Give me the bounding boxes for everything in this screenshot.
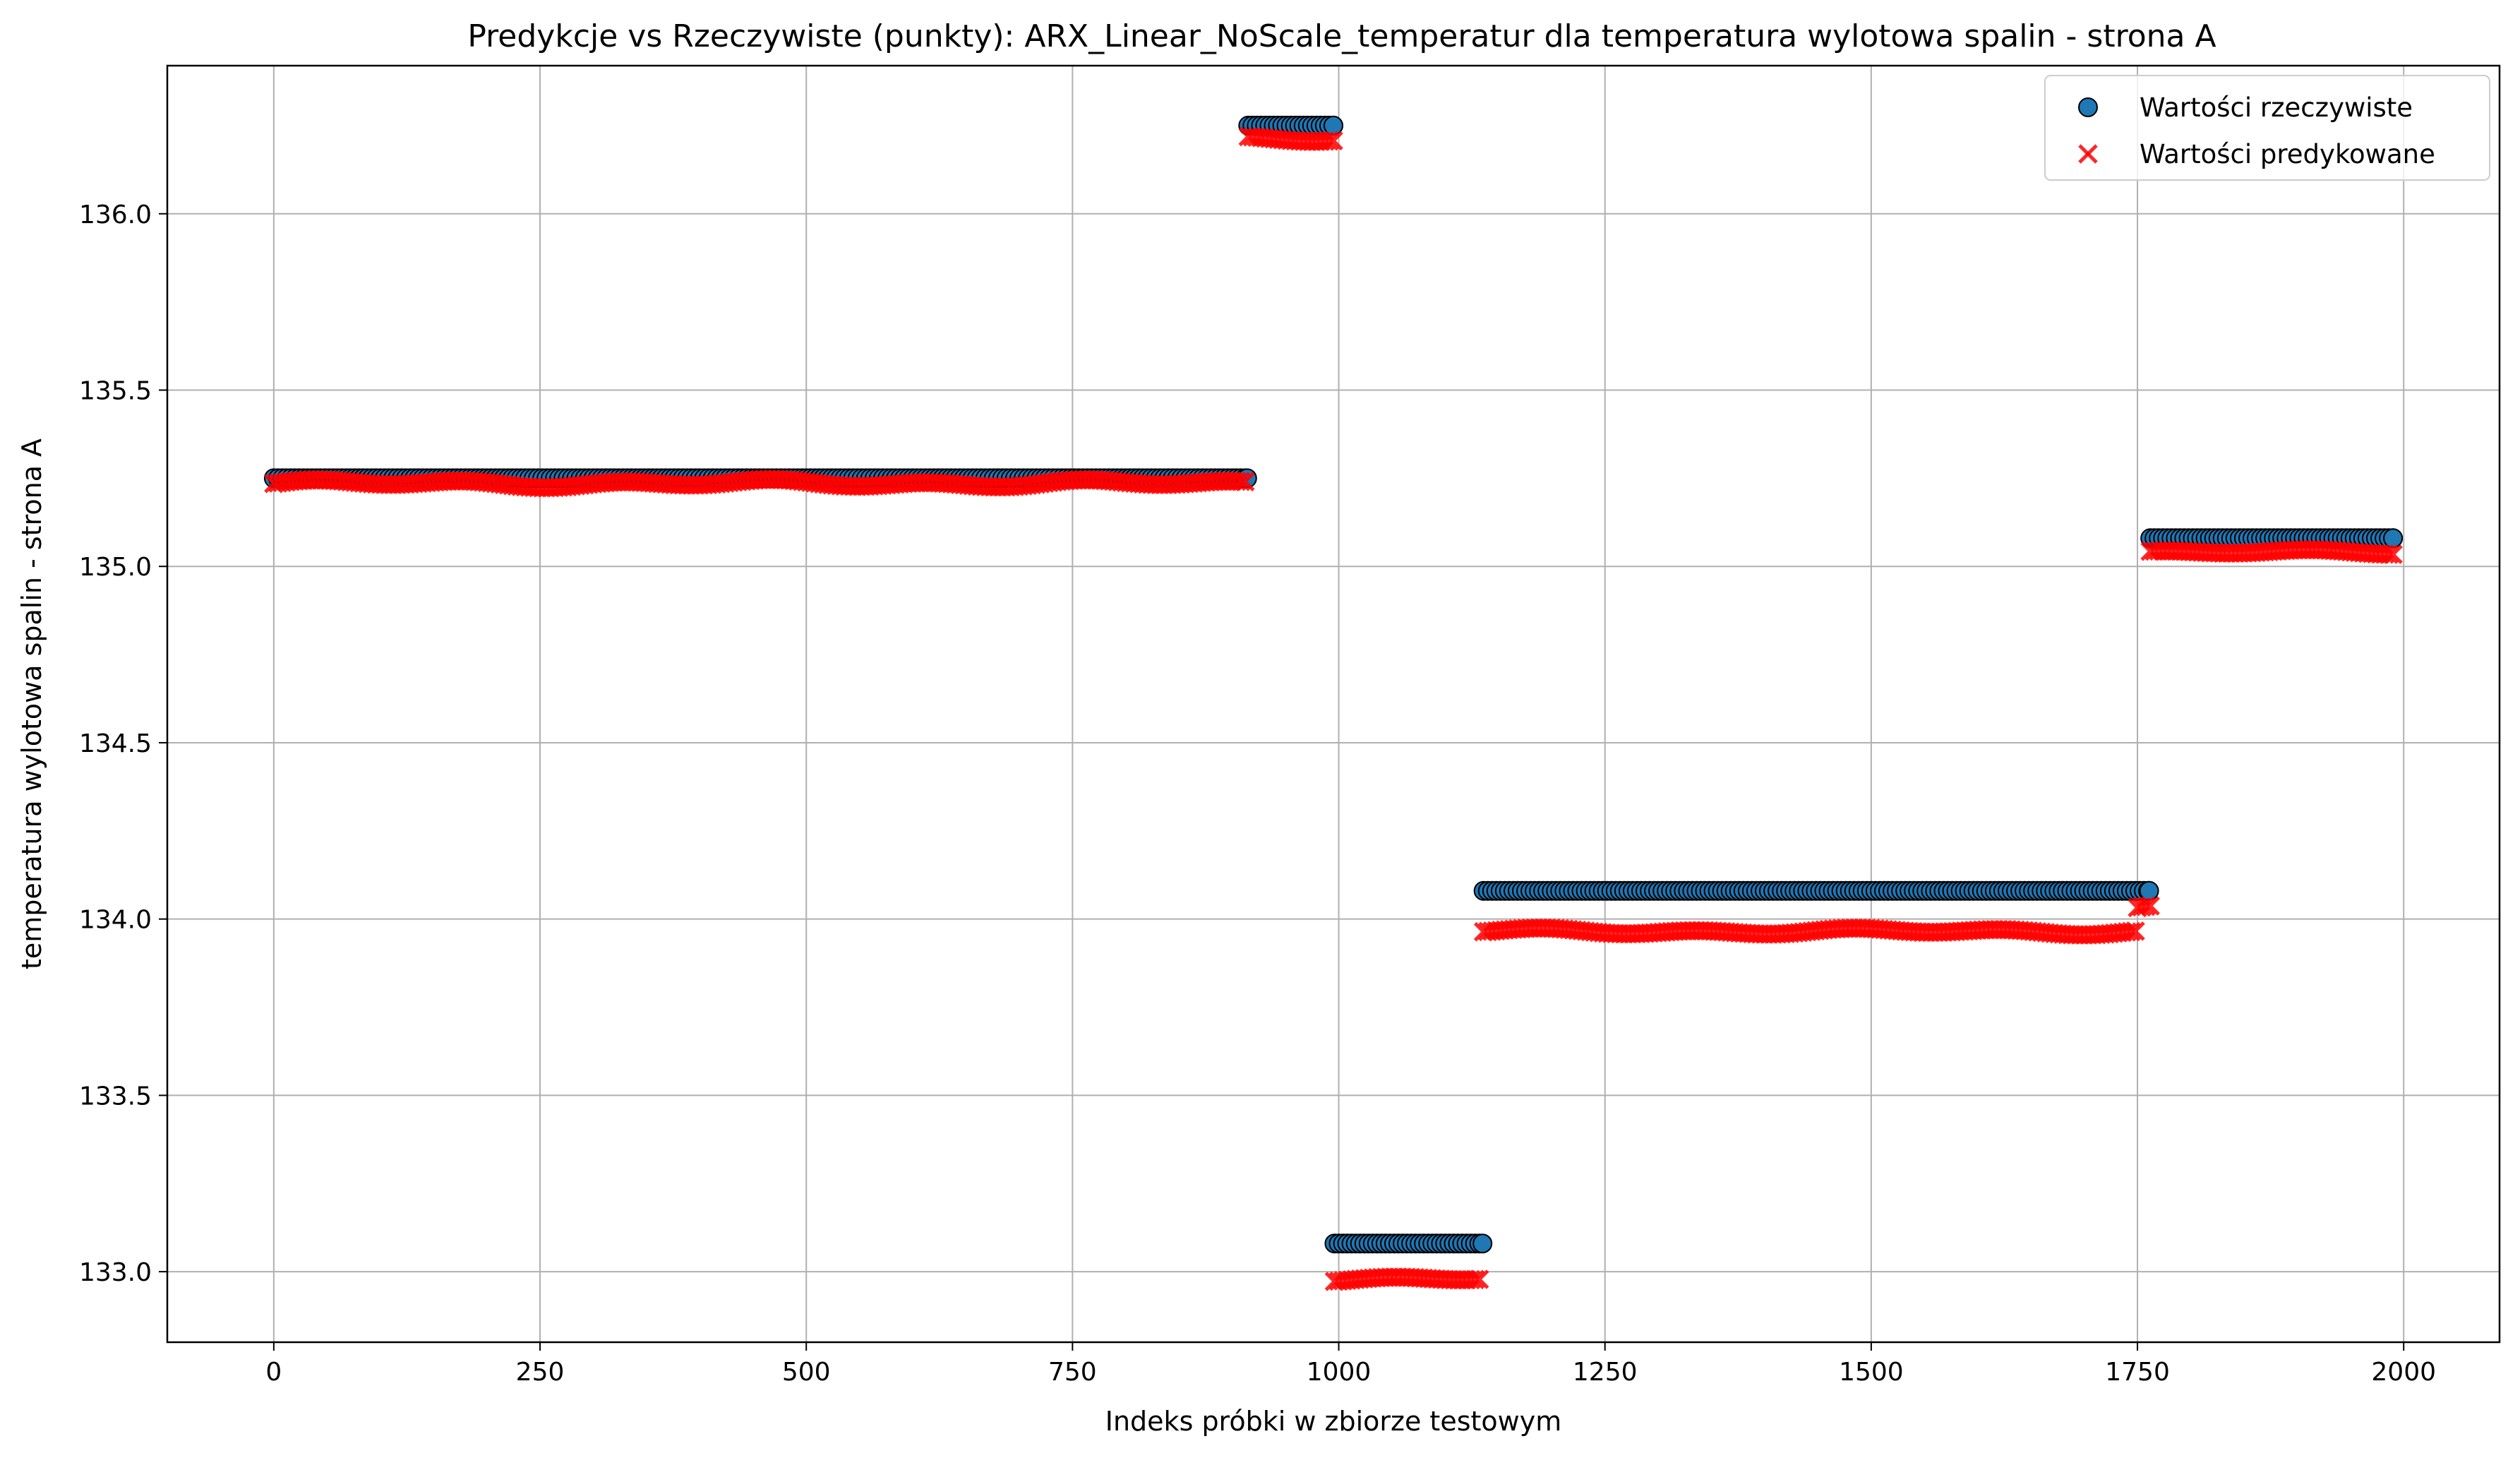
- y-tick-label: 133.0: [79, 1258, 152, 1287]
- y-tick-label: 136.0: [79, 201, 152, 229]
- predicted-value-point: [1235, 472, 1255, 491]
- x-tick-label: 250: [516, 1358, 565, 1387]
- legend-predicted-marker: [2078, 144, 2098, 164]
- x-tick-label: 500: [782, 1358, 831, 1387]
- legend-real-marker: [2078, 97, 2098, 117]
- predicted-value-point: [1324, 131, 1343, 151]
- x-tick-label: 1000: [1307, 1358, 1372, 1387]
- predicted-value-point: [2136, 896, 2156, 916]
- y-axis-ticks: 133.0 133.5 134.0 134.5 135.0 135.5 136.0: [79, 201, 167, 1287]
- predicted-value-point: [1230, 472, 1251, 491]
- y-tick-label: 134.5: [79, 729, 152, 758]
- y-tick-label: 133.5: [79, 1082, 152, 1111]
- x-tick-label: 2000: [2371, 1358, 2436, 1387]
- chart-title: Predykcje vs Rzeczywiste (punkty): ARX_L…: [467, 18, 2216, 54]
- predicted-value-point: [2140, 896, 2160, 916]
- x-tick-label: 1250: [1573, 1358, 1638, 1387]
- legend-predicted-label: Wartości predykowane: [2140, 139, 2435, 169]
- legend-real-label: Wartości rzeczywiste: [2140, 92, 2413, 123]
- predicted-value-point: [2375, 544, 2394, 564]
- predicted-value-point: [2383, 544, 2403, 564]
- x-axis-ticks: 0 250 500 750 1000 1250 1500 1750 2000: [265, 1342, 2436, 1387]
- y-tick-label: 134.0: [79, 906, 152, 935]
- x-tick-label: 0: [265, 1358, 282, 1387]
- predicted-value-point: [1319, 131, 1339, 151]
- predicted-value-point: [2121, 921, 2141, 942]
- x-tick-label: 750: [1048, 1358, 1097, 1387]
- grid: [167, 66, 2500, 1342]
- y-tick-label: 135.0: [79, 553, 152, 582]
- y-tick-label: 135.5: [79, 376, 152, 405]
- legend-box: [2044, 75, 2490, 181]
- legend: Wartości rzeczywiste Wartości predykowan…: [2044, 75, 2490, 181]
- y-axis-label: temperatura wylotowa spalin - strona A: [16, 438, 47, 969]
- real-value-point: [2383, 528, 2404, 549]
- x-tick-label: 1500: [1839, 1358, 1904, 1387]
- predicted-value-point: [2379, 544, 2399, 564]
- predicted-value-point: [2125, 921, 2145, 941]
- x-tick-label: 1750: [2105, 1358, 2170, 1387]
- predicted-values-series: [264, 126, 2403, 1291]
- predicted-value-point: [1465, 1269, 1485, 1290]
- plot-frame: [166, 64, 2501, 1344]
- x-axis-label: Indeks próbki w zbiorze testowym: [1105, 1406, 1561, 1437]
- predicted-value-point: [1469, 1269, 1489, 1289]
- real-value-point: [1472, 1233, 1493, 1254]
